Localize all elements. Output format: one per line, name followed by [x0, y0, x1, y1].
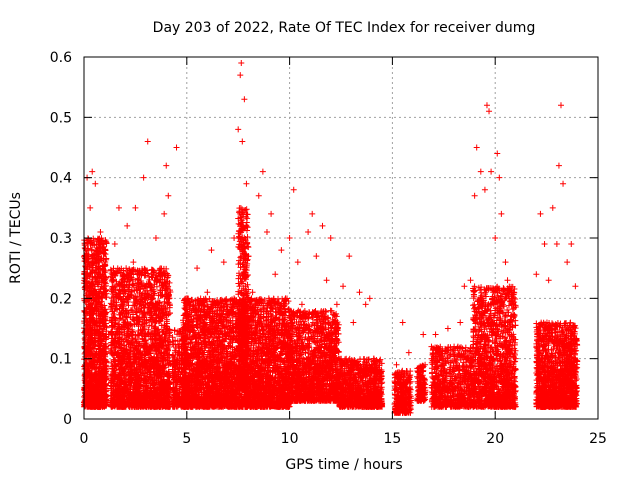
data-point: [87, 241, 94, 248]
data-point: [88, 246, 95, 253]
data-points: [81, 60, 581, 416]
data-point: [96, 340, 103, 347]
data-point: [99, 361, 106, 368]
data-point: [92, 247, 99, 254]
data-point: [98, 298, 105, 305]
data-point: [98, 294, 105, 301]
data-point: [158, 292, 165, 299]
data-point: [103, 365, 110, 372]
data-point: [96, 244, 103, 251]
data-point: [92, 341, 99, 348]
data-point: [101, 350, 108, 357]
data-point: [100, 250, 107, 257]
data-point: [81, 275, 88, 282]
data-point: [81, 284, 88, 291]
data-point: [95, 236, 102, 243]
data-point: [84, 245, 91, 252]
data-point: [89, 252, 96, 259]
